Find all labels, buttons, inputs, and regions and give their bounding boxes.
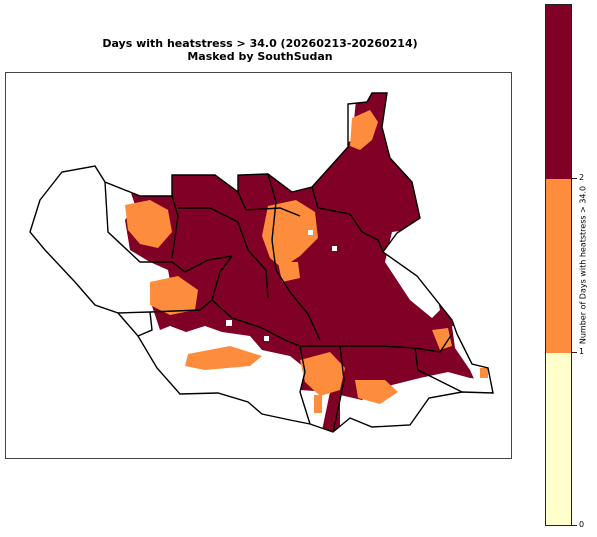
raster-medium xyxy=(125,110,488,413)
colorbar-segment-high xyxy=(546,5,571,179)
state-border xyxy=(178,207,269,299)
medium-south-center xyxy=(300,352,345,396)
colorbar xyxy=(545,4,572,526)
admin-boundaries xyxy=(29,92,494,433)
state-border xyxy=(311,186,384,253)
colorbar-segment-medium xyxy=(546,179,571,353)
hole xyxy=(226,320,232,326)
state-border xyxy=(414,347,463,393)
raster-holes xyxy=(226,230,404,410)
medium-west-upper xyxy=(125,200,172,248)
colorbar-axis-label: Number of Days with heatstress > 34.0 xyxy=(578,185,588,345)
country-outline xyxy=(29,92,494,433)
state-border xyxy=(117,255,233,314)
medium-south-tip xyxy=(314,395,322,413)
medium-west-center xyxy=(150,276,198,315)
medium-south-strip xyxy=(185,346,262,370)
hole xyxy=(332,246,337,251)
colorbar-tick-1 xyxy=(572,352,577,353)
title-line-1: Days with heatstress > 34.0 (20260213-20… xyxy=(102,37,418,50)
state-border xyxy=(332,345,345,433)
medium-north-strip xyxy=(350,110,378,150)
medium-central xyxy=(262,200,318,268)
state-border xyxy=(237,191,301,217)
colorbar-tick-label-1: 1 xyxy=(579,347,585,356)
medium-far-east-tip xyxy=(480,368,488,378)
state-border xyxy=(104,181,233,273)
hole xyxy=(308,230,313,235)
colorbar-tick-label-0: 0 xyxy=(579,520,585,529)
state-border xyxy=(171,195,179,259)
state-border xyxy=(211,299,453,353)
state-border xyxy=(299,345,311,425)
map-title: Days with heatstress > 34.0 (20260213-20… xyxy=(10,37,510,63)
hole xyxy=(398,404,404,410)
heat-raster xyxy=(30,93,493,432)
colorbar-tick-2 xyxy=(572,178,577,179)
state-border xyxy=(267,173,321,341)
hole xyxy=(264,336,269,341)
colorbar-segment-low xyxy=(546,353,571,525)
state-border xyxy=(137,311,153,337)
medium-east xyxy=(432,328,452,350)
medium-central-small xyxy=(278,262,300,282)
title-line-2: Masked by SouthSudan xyxy=(187,50,333,63)
colorbar-tick-0 xyxy=(572,525,577,526)
colorbar-tick-label-2: 2 xyxy=(579,173,585,182)
medium-south-east xyxy=(355,380,398,404)
